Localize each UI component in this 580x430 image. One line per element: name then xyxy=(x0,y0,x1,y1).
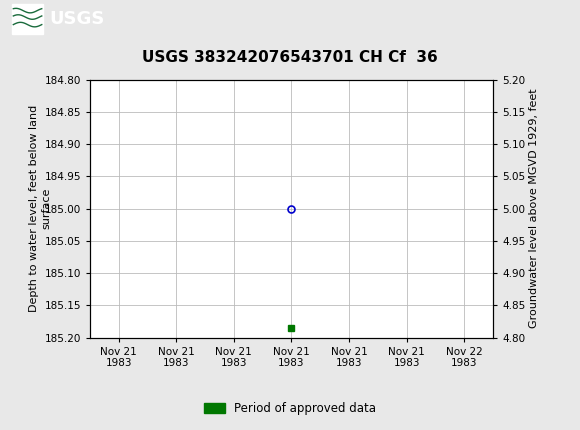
Y-axis label: Depth to water level, feet below land
surface: Depth to water level, feet below land su… xyxy=(30,105,51,312)
Text: USGS 383242076543701 CH Cf  36: USGS 383242076543701 CH Cf 36 xyxy=(142,49,438,64)
Bar xyxy=(12,4,43,34)
Y-axis label: Groundwater level above MGVD 1929, feet: Groundwater level above MGVD 1929, feet xyxy=(530,89,539,329)
Text: USGS: USGS xyxy=(49,10,104,28)
Legend: Period of approved data: Period of approved data xyxy=(199,397,381,420)
